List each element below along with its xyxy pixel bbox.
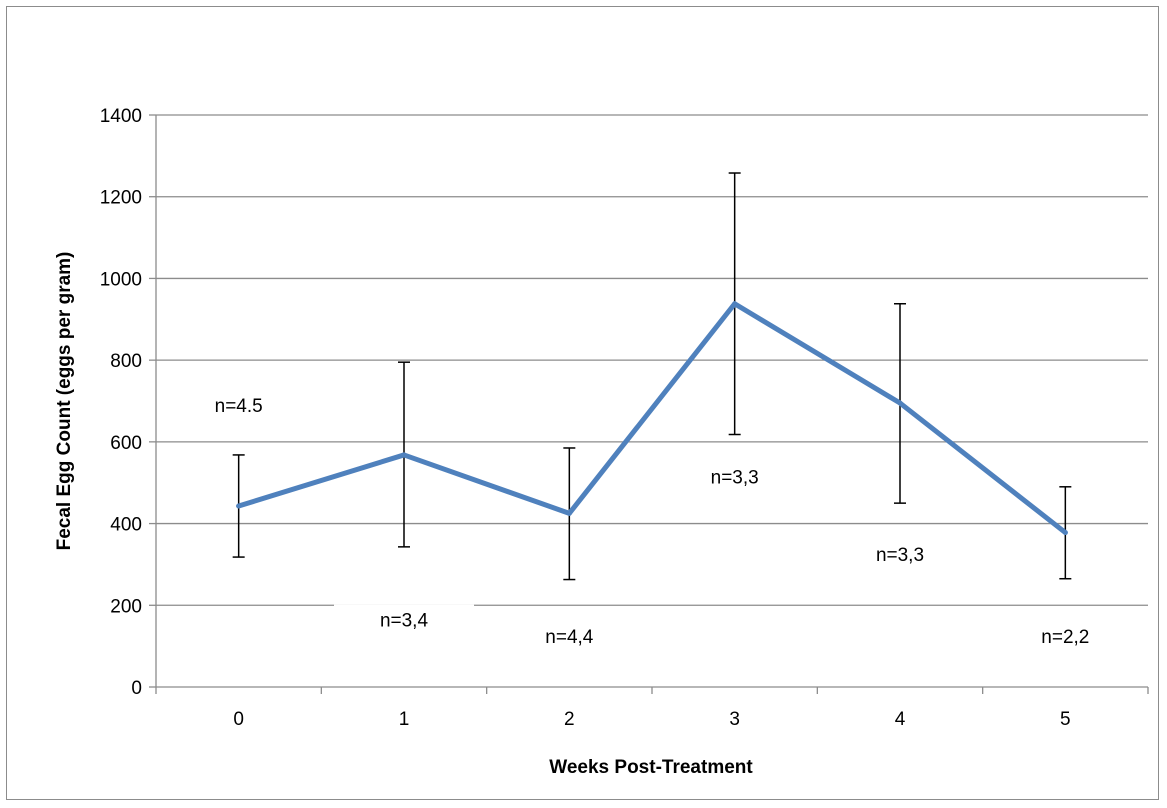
y-tick-label: 200: [110, 596, 142, 617]
x-tick-label: 2: [564, 709, 575, 730]
y-tick-label: 1000: [100, 269, 142, 290]
annotation-background: [499, 620, 640, 651]
x-tick-label: 0: [233, 709, 244, 730]
y-tick-label: 1400: [100, 106, 142, 127]
annotation-background: [664, 461, 805, 492]
x-tick-label: 3: [729, 709, 740, 730]
data-point: [401, 452, 407, 458]
x-tick-label: 1: [399, 709, 410, 730]
annotation-label: n=3,3: [876, 545, 924, 566]
y-tick-label: 600: [110, 433, 142, 454]
x-axis-title: Weeks Post-Treatment: [549, 757, 753, 778]
x-tick-label: 5: [1060, 709, 1071, 730]
axes: [149, 114, 1149, 694]
annotations: n=4.5 n=3,4 n=4,4 n=3,3 n=3,3 n=2,2: [168, 390, 1136, 651]
annotation-background: [334, 604, 474, 635]
x-tick-label: 4: [895, 709, 906, 730]
series-line: [236, 301, 1068, 536]
series: [232, 172, 1072, 581]
annotation-label: n=3,4: [380, 611, 429, 632]
annotation-background: [830, 539, 970, 570]
data-point: [732, 301, 738, 307]
data-point: [236, 503, 242, 509]
y-tick-label: 1200: [100, 188, 142, 209]
annotation-label: n=3,3: [711, 468, 759, 489]
tick-labels: 0 200 400 600 800 1000 1200 1400 0 1 2 3 4 5: [100, 106, 1071, 730]
gridlines: [156, 114, 1148, 606]
y-axis-title: Fecal Egg Count (eggs per gram): [54, 252, 75, 551]
annotation-label: n=4,4: [545, 627, 594, 648]
y-tick-label: 400: [110, 515, 142, 536]
data-point: [897, 400, 903, 406]
annotation-label: n=4.5: [215, 396, 263, 417]
annotation-label: n=2,2: [1041, 627, 1089, 648]
annotation-background: [995, 620, 1136, 651]
data-point: [1062, 530, 1068, 536]
data-point: [566, 510, 572, 516]
y-tick-label: 800: [110, 351, 142, 372]
annotation-background: [168, 390, 309, 421]
y-tick-label: 0: [131, 678, 142, 699]
